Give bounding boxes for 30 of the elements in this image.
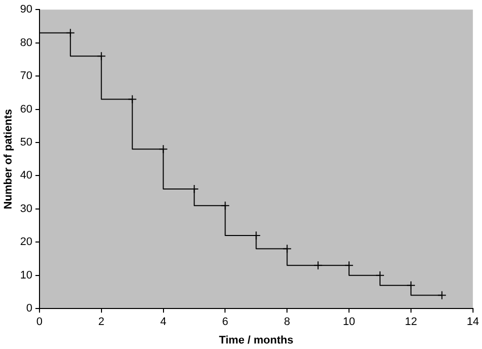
x-tick-label: 4 [160, 316, 166, 328]
x-tick-label: 2 [98, 316, 104, 328]
y-tick-label: 50 [20, 136, 32, 149]
y-tick-label: 10 [20, 269, 32, 282]
x-tick-label: 6 [222, 316, 228, 328]
y-tick-label: 40 [20, 170, 32, 182]
point [158, 144, 168, 154]
point [344, 260, 354, 270]
y-tick-label: 70 [20, 70, 32, 82]
y-tick-label: 0 [26, 302, 32, 315]
y-tick-label: 90 [20, 4, 32, 16]
x-tick-label: 10 [342, 316, 356, 328]
x-tick-label: 8 [284, 316, 290, 328]
x-axis-title: Time / months [218, 334, 294, 346]
y-tick-label: 60 [20, 103, 32, 116]
point [282, 244, 292, 254]
point [437, 290, 446, 300]
x-tick-label: 0 [36, 316, 42, 328]
y-tick-label: 80 [20, 36, 32, 49]
y-tick-label: 20 [20, 236, 32, 248]
point [406, 280, 416, 290]
point [66, 28, 75, 38]
x-tick-label: 14 [466, 316, 480, 328]
point [314, 260, 323, 270]
y-axis-title: Number of patients [2, 108, 15, 210]
x-tick-label: 12 [404, 316, 418, 328]
point [96, 52, 106, 61]
point [220, 201, 230, 210]
point [128, 94, 137, 104]
y-tick-label: 30 [20, 202, 32, 215]
